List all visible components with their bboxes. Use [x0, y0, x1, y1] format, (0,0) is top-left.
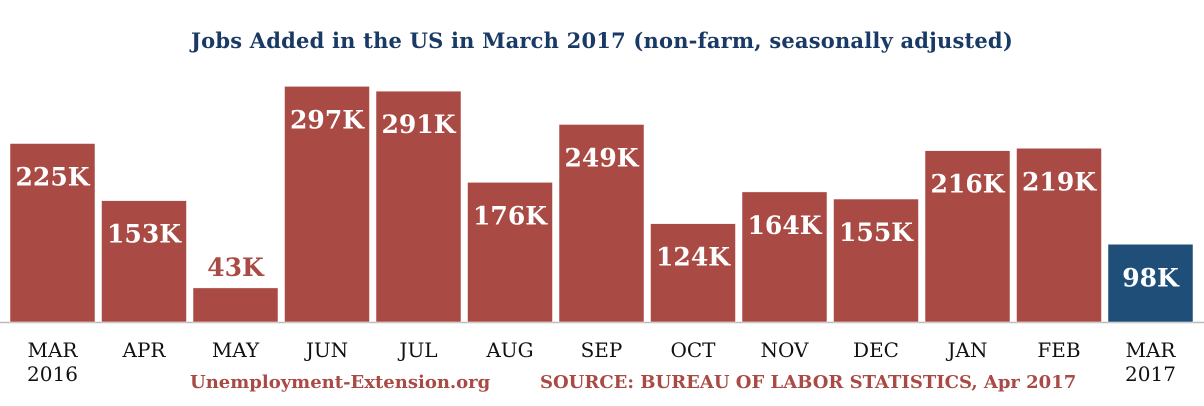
x-tick-label-6: SEP — [581, 338, 623, 362]
bar-value-label-10: 216K — [931, 170, 1006, 199]
x-tick-label-9: DEC — [853, 338, 899, 362]
x-tick-label-2: MAY — [212, 338, 260, 362]
footer-source: SOURCE: BUREAU OF LABOR STATISTICS, Apr … — [540, 372, 1077, 393]
bar-4 — [375, 90, 462, 323]
bar-0 — [9, 143, 96, 323]
bar-6 — [558, 124, 645, 323]
bar-9 — [833, 198, 919, 323]
bar-value-label-0: 225K — [16, 163, 91, 192]
bar-value-label-2: 43K — [207, 253, 265, 282]
x-tick-label-0: MAR — [28, 338, 79, 362]
x-tick-label-12: MAR — [1126, 338, 1177, 362]
bar-value-label-8: 164K — [748, 211, 823, 240]
x-tick-label-12-line2: 2017 — [1125, 362, 1176, 386]
bar-value-label-11: 219K — [1022, 167, 1097, 196]
bar-1 — [101, 200, 187, 323]
bar-8 — [741, 191, 828, 323]
bar-12 — [1107, 244, 1194, 323]
bar-value-label-7: 124K — [656, 243, 731, 272]
bar-3 — [284, 86, 370, 323]
bar-value-label-9: 155K — [839, 218, 914, 247]
chart-title: Jobs Added in the US in March 2017 (non-… — [191, 28, 1013, 53]
bar-value-label-4: 291K — [382, 110, 457, 139]
x-tick-label-4: JUL — [397, 338, 437, 362]
bar-value-label-6: 249K — [565, 143, 640, 172]
footer-site: Unemployment-Extension.org — [190, 372, 491, 393]
bar-2 — [192, 287, 279, 323]
x-tick-label-0-line2: 2016 — [27, 362, 78, 386]
bar-11 — [1016, 148, 1102, 323]
x-tick-label-10: JAN — [946, 338, 988, 362]
x-tick-label-3: JUN — [304, 338, 348, 362]
x-tick-label-8: NOV — [761, 338, 810, 362]
x-tick-label-11: FEB — [1037, 338, 1080, 362]
bar-5 — [467, 182, 553, 323]
x-tick-label-5: AUG — [485, 338, 533, 362]
bar-value-label-5: 176K — [473, 201, 548, 230]
bar-7 — [650, 223, 736, 323]
bar-value-label-1: 153K — [107, 220, 182, 249]
bar-10 — [924, 150, 1011, 323]
bar-value-label-3: 297K — [290, 105, 365, 134]
x-tick-label-7: OCT — [670, 338, 716, 362]
x-tick-label-1: APR — [122, 338, 167, 362]
bar-value-label-12: 98K — [1122, 263, 1180, 292]
